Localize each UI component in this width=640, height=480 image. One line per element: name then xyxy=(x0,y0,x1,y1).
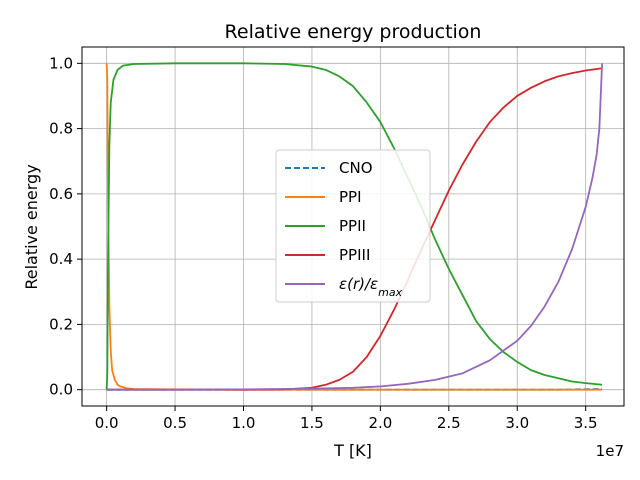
y-axis-label: Relative energy xyxy=(22,164,41,289)
x-tick-label: 1.5 xyxy=(300,414,324,432)
x-tick-label: 3.0 xyxy=(505,414,529,432)
x-tick-label: 3.5 xyxy=(574,414,598,432)
x-tick-label: 0.0 xyxy=(95,414,119,432)
x-axis-label: T [K] xyxy=(333,441,372,460)
y-tick-label: 0.2 xyxy=(49,315,73,333)
legend-label-2: PPII xyxy=(339,217,366,235)
y-tick-label: 0.0 xyxy=(49,381,73,399)
series-line-2 xyxy=(105,62,603,390)
x-tick-label: 1.0 xyxy=(232,414,256,432)
chart-title: Relative energy production xyxy=(225,21,482,43)
plot-frame xyxy=(81,46,625,407)
legend-label-0: CNO xyxy=(339,159,373,177)
x-tick-label: 2.0 xyxy=(368,414,392,432)
legend-box xyxy=(275,149,431,303)
y-tick-label: 1.0 xyxy=(49,54,73,72)
y-tick-label: 0.6 xyxy=(49,185,73,203)
x-offset-label: 1e7 xyxy=(596,442,624,460)
y-tick-label: 0.4 xyxy=(49,250,73,268)
x-tick-label: 2.5 xyxy=(437,414,461,432)
x-tick-label: 0.5 xyxy=(163,414,187,432)
series-line-4 xyxy=(106,63,603,391)
y-tick-label: 0.8 xyxy=(49,120,73,138)
ticks: 0.0 0.5 1.0 1.5 2.0 2.5 3.0 3.5 0.0 0.2 0.4 0.6 0.8 1… xyxy=(49,54,597,432)
legend-label-1: PPI xyxy=(339,188,362,206)
legend-label-3: PPIII xyxy=(339,246,370,264)
